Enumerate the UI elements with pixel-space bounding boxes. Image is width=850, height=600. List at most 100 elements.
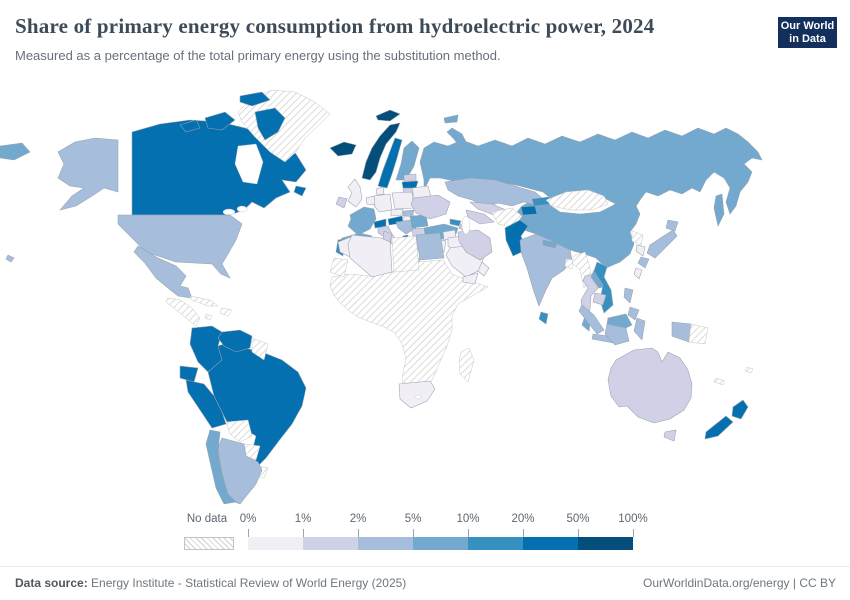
country-malaysia-borneo[interactable] bbox=[606, 313, 633, 329]
country-romania[interactable] bbox=[409, 214, 429, 229]
country-taiwan[interactable] bbox=[633, 267, 643, 280]
country-japan-hokkaido[interactable] bbox=[665, 219, 679, 232]
country-latvia[interactable] bbox=[401, 180, 419, 189]
country-egypt[interactable] bbox=[415, 232, 445, 261]
country-canada-island[interactable] bbox=[239, 91, 271, 107]
country-georgia[interactable] bbox=[449, 218, 462, 227]
country-new-zealand-north[interactable] bbox=[731, 399, 749, 420]
country-svalbard[interactable] bbox=[375, 109, 401, 122]
country-new-caledonia[interactable] bbox=[713, 377, 726, 386]
country-fiji[interactable] bbox=[744, 366, 754, 374]
legend-bin-5-10[interactable] bbox=[413, 537, 468, 550]
country-colombia[interactable] bbox=[189, 325, 223, 373]
country-indonesia-kalimantan[interactable] bbox=[604, 323, 630, 346]
country-cambodia[interactable] bbox=[592, 292, 607, 306]
region-africa-nodata[interactable] bbox=[329, 259, 489, 386]
country-cuba[interactable] bbox=[189, 295, 219, 307]
country-novaya-zemlya[interactable] bbox=[446, 127, 469, 149]
page-title: Share of primary energy consumption from… bbox=[15, 14, 655, 38]
legend-color-bar bbox=[248, 537, 633, 550]
country-oman[interactable] bbox=[477, 261, 490, 277]
country-denmark[interactable] bbox=[375, 186, 385, 196]
country-france[interactable] bbox=[347, 206, 377, 236]
country-indonesia-sumatra[interactable] bbox=[578, 304, 605, 335]
lake-great-lakes bbox=[222, 208, 236, 216]
country-japan-kyushu[interactable] bbox=[637, 256, 650, 269]
country-russia-east-tip[interactable] bbox=[0, 142, 31, 161]
legend-bin-20-50[interactable] bbox=[523, 537, 578, 550]
country-slovakia[interactable] bbox=[402, 209, 415, 217]
country-canada-island[interactable] bbox=[179, 119, 201, 133]
country-kazakhstan[interactable] bbox=[444, 177, 543, 208]
country-tajikistan[interactable] bbox=[520, 205, 538, 216]
country-south-korea[interactable] bbox=[635, 244, 646, 257]
legend-bin-1-2[interactable] bbox=[303, 537, 358, 550]
country-sweden[interactable] bbox=[377, 137, 403, 189]
region-guyanas[interactable] bbox=[251, 337, 269, 361]
country-india[interactable] bbox=[519, 233, 573, 307]
country-tasmania[interactable] bbox=[663, 429, 677, 442]
country-hispaniola[interactable] bbox=[219, 307, 233, 317]
country-estonia[interactable] bbox=[403, 173, 417, 182]
country-bolivia[interactable] bbox=[225, 419, 253, 443]
country-papua-new-guinea[interactable] bbox=[688, 323, 709, 345]
country-venezuela[interactable] bbox=[217, 329, 253, 353]
country-russia-sakhalin[interactable] bbox=[713, 193, 725, 227]
country-poland[interactable] bbox=[391, 191, 415, 210]
country-alaska[interactable] bbox=[57, 137, 119, 211]
country-libya[interactable] bbox=[391, 235, 420, 273]
legend-tick-label: 10% bbox=[456, 513, 480, 525]
country-canada-island[interactable] bbox=[254, 107, 286, 141]
region-central-america[interactable] bbox=[165, 297, 201, 327]
country-iceland[interactable] bbox=[329, 141, 357, 157]
country-ecuador[interactable] bbox=[179, 365, 199, 383]
region-benelux[interactable] bbox=[365, 195, 376, 206]
country-mongolia[interactable] bbox=[545, 189, 609, 211]
country-yemen[interactable] bbox=[462, 272, 479, 285]
country-switzerland[interactable] bbox=[373, 218, 387, 229]
country-south-africa[interactable] bbox=[398, 380, 436, 409]
country-russia[interactable] bbox=[419, 127, 763, 215]
country-jamaica[interactable] bbox=[204, 313, 213, 321]
country-norway[interactable] bbox=[361, 122, 401, 181]
country-canada-island[interactable] bbox=[204, 111, 236, 131]
country-philippines-mindanao[interactable] bbox=[627, 306, 640, 321]
country-vietnam[interactable] bbox=[593, 261, 614, 314]
country-japan-honshu[interactable] bbox=[646, 229, 678, 259]
country-uk[interactable] bbox=[347, 178, 363, 208]
country-tunisia[interactable] bbox=[382, 230, 393, 243]
country-ukraine[interactable] bbox=[410, 194, 451, 220]
country-czechia[interactable] bbox=[390, 208, 404, 217]
country-iran[interactable] bbox=[457, 229, 493, 261]
lake-caspian-sea bbox=[461, 215, 471, 235]
country-indonesia-papua[interactable] bbox=[671, 321, 692, 343]
country-peru[interactable] bbox=[185, 379, 227, 429]
legend-bin-10-20[interactable] bbox=[468, 537, 523, 550]
country-franz-josef[interactable] bbox=[443, 114, 459, 124]
country-philippines-luzon[interactable] bbox=[623, 287, 634, 304]
legend-nodata-swatch[interactable] bbox=[184, 537, 234, 550]
country-north-korea[interactable] bbox=[631, 230, 644, 246]
country-turkmenistan[interactable] bbox=[465, 209, 495, 225]
country-sri-lanka[interactable] bbox=[538, 311, 549, 325]
country-greenland[interactable] bbox=[237, 89, 331, 163]
country-chile[interactable] bbox=[205, 429, 237, 505]
country-germany[interactable] bbox=[372, 193, 393, 213]
legend-bin-2-5[interactable] bbox=[358, 537, 413, 550]
country-nepal[interactable] bbox=[542, 239, 558, 249]
country-usa[interactable] bbox=[117, 214, 243, 279]
owid-logo[interactable]: Our World in Data bbox=[778, 17, 837, 48]
country-australia[interactable] bbox=[607, 347, 693, 424]
country-western-sahara[interactable] bbox=[329, 257, 349, 278]
country-hawaii[interactable] bbox=[5, 254, 15, 263]
legend-tick-label: 100% bbox=[618, 513, 648, 525]
country-indonesia-sulawesi[interactable] bbox=[633, 317, 646, 341]
country-new-zealand-south[interactable] bbox=[704, 415, 734, 440]
country-algeria[interactable] bbox=[347, 234, 393, 278]
legend-bin-50-100[interactable] bbox=[578, 537, 633, 550]
country-madagascar[interactable] bbox=[458, 347, 475, 383]
country-bangladesh[interactable] bbox=[564, 258, 575, 270]
country-canada-newfoundland[interactable] bbox=[293, 185, 307, 197]
legend-bin-0-1[interactable] bbox=[248, 537, 303, 550]
country-ireland[interactable] bbox=[335, 196, 348, 209]
